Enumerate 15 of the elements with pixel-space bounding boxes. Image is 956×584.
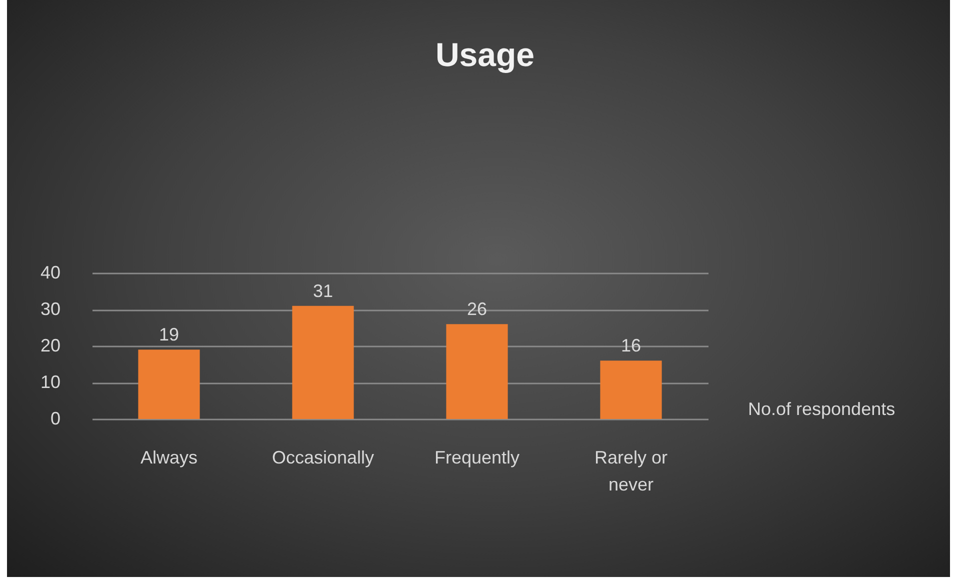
x-tick-label: Frequently [434,448,520,468]
data-label: 19 [158,324,180,345]
data-label: 26 [466,299,488,320]
x-tick-label: Rarely or never [594,448,668,494]
x-tick-label: Always [140,448,198,468]
y-tick-label: 20 [40,336,60,356]
data-label: 16 [620,336,642,356]
y-tick-label: 0 [50,408,60,428]
y-tick-label: 40 [40,262,60,282]
x-tick-label: Occasionally [272,448,374,468]
text: No.of respondents [748,399,896,419]
y-tick-label: 30 [40,299,60,319]
chart-title: Usage [435,36,535,73]
y-tick-label: 10 [40,372,60,392]
data-label: 31 [312,280,334,301]
